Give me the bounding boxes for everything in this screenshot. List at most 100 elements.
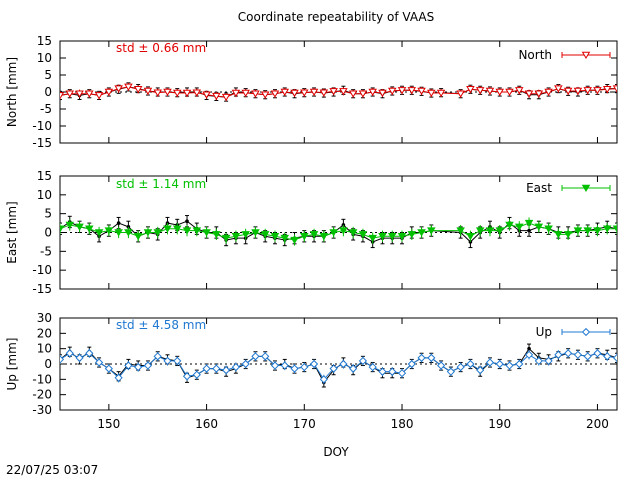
data-point	[329, 229, 338, 237]
data-point	[378, 89, 387, 98]
data-point	[163, 88, 172, 97]
data-point	[133, 233, 143, 241]
data-point	[94, 229, 104, 237]
data-point	[104, 88, 114, 97]
data-point	[124, 83, 133, 91]
data-point	[407, 359, 416, 369]
data-point	[104, 364, 113, 373]
y-tick-label: -15	[32, 282, 52, 296]
data-point	[602, 225, 612, 233]
legend-label: North	[518, 48, 552, 62]
data-point	[231, 233, 241, 241]
data-point	[612, 225, 617, 233]
data-point	[241, 89, 250, 98]
data-point	[397, 369, 407, 378]
data-point	[436, 89, 446, 98]
data-point	[583, 87, 592, 95]
legend-label: Up	[536, 325, 552, 339]
data-point	[221, 93, 231, 102]
data-point	[222, 366, 231, 375]
data-point	[563, 87, 573, 96]
data-point	[339, 359, 348, 369]
y-tick-label: -5	[40, 102, 52, 116]
data-point	[544, 356, 553, 366]
data-point	[583, 352, 592, 361]
data-point	[573, 87, 583, 96]
data-point	[417, 87, 426, 96]
data-point	[387, 87, 397, 96]
data-point	[505, 361, 514, 370]
data-layer	[60, 215, 617, 249]
data-point	[554, 231, 563, 239]
data-point	[75, 223, 84, 231]
std-label: std ± 1.14 mm	[116, 177, 206, 191]
data-point	[270, 361, 280, 370]
series-line	[60, 352, 617, 381]
data-point	[261, 352, 270, 361]
data-point	[397, 233, 407, 241]
data-point	[300, 362, 309, 372]
data-point	[251, 90, 260, 98]
data-point	[534, 90, 544, 98]
y-tick-label: -30	[32, 403, 52, 417]
data-point	[593, 349, 602, 358]
data-point	[192, 89, 202, 97]
x-axis-label: DOY	[323, 445, 349, 459]
data-point	[114, 229, 123, 237]
data-point	[358, 356, 368, 366]
data-point	[593, 227, 602, 235]
data-point	[172, 89, 182, 98]
data-point	[251, 229, 260, 237]
data-point	[593, 87, 602, 95]
data-point	[495, 227, 505, 235]
data-point	[456, 227, 465, 235]
y-tick-label: 0	[44, 226, 52, 240]
data-point	[348, 90, 358, 98]
x-tick-label: 180	[391, 417, 414, 431]
data-point	[534, 223, 544, 231]
data-point	[134, 362, 143, 372]
data-point	[339, 88, 348, 96]
x-tick-label: 150	[97, 417, 120, 431]
data-point	[475, 87, 485, 95]
data-point	[515, 87, 524, 95]
data-point	[300, 89, 309, 97]
y-tick-label: 15	[37, 34, 52, 48]
y-tick-label: 0	[44, 85, 52, 99]
data-point	[495, 359, 504, 369]
data-point	[114, 85, 123, 93]
data-point	[505, 221, 514, 230]
data-point	[358, 231, 368, 239]
x-tick-label: 190	[488, 417, 511, 431]
data-point	[192, 370, 201, 379]
data-point	[153, 229, 162, 237]
panel-north: 15 10 5 0 -5 -10 -15 North [mm] std ± 0.66 mm Nor…	[5, 34, 618, 150]
y-tick-label: 5	[44, 68, 52, 82]
data-point	[612, 353, 617, 362]
data-point	[573, 227, 583, 235]
data-point	[300, 233, 309, 241]
data-point	[85, 349, 94, 358]
y-tick-label: -20	[32, 388, 52, 402]
data-point	[202, 91, 211, 99]
data-point	[60, 225, 65, 233]
data-point	[436, 361, 446, 370]
data-point	[544, 225, 553, 233]
data-layer	[60, 343, 617, 388]
data-point	[212, 92, 221, 101]
chart-title: Coordinate repeatability of VAAS	[238, 10, 435, 24]
legend-marker	[581, 327, 591, 337]
data-point	[75, 353, 84, 362]
data-point	[446, 367, 455, 376]
data-point	[290, 364, 299, 373]
data-point	[348, 229, 358, 237]
data-point	[104, 227, 114, 235]
y-tick-label: 15	[37, 169, 52, 183]
data-point	[485, 87, 495, 96]
data-point	[75, 90, 84, 98]
data-point	[329, 364, 338, 373]
data-point	[270, 90, 280, 98]
data-point	[153, 352, 162, 361]
reference-line	[60, 86, 617, 98]
data-point	[456, 362, 465, 372]
